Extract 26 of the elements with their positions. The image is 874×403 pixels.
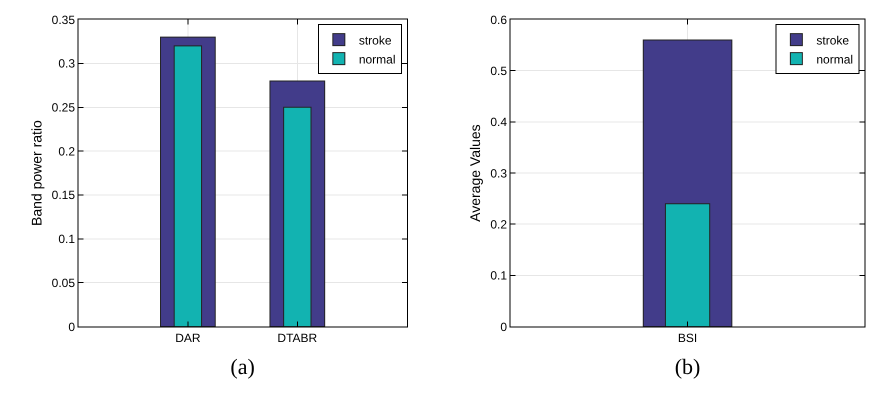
- y-tick-label: 0.05: [52, 276, 76, 290]
- y-tick-label: 0.2: [58, 144, 76, 158]
- y-tick-label: 0.5: [490, 64, 508, 78]
- y-tick-label: 0.2: [490, 217, 508, 232]
- legend-label: stroke: [358, 33, 392, 48]
- legend-label: stroke: [816, 33, 850, 48]
- y-tick-label: 0.1: [58, 232, 76, 246]
- x-tick-label: BSI: [678, 330, 698, 345]
- y-tick-label: 0.35: [52, 12, 76, 27]
- y-tick-label: 0.25: [52, 100, 76, 114]
- y-tick-label: 0.1: [490, 268, 508, 283]
- legend-label: normal: [358, 52, 396, 66]
- y-tick-label: 0.6: [490, 12, 508, 27]
- x-axis-title: (a): [230, 354, 255, 379]
- y-axis-title: Average Values: [466, 124, 483, 222]
- x-axis-title: (b): [674, 354, 700, 379]
- y-tick-label: 0: [500, 320, 508, 334]
- y-tick-label: 0: [68, 320, 76, 334]
- y-tick-label: 0.15: [52, 188, 76, 202]
- y-axis-title: Band power ratio: [28, 120, 44, 226]
- x-tick-label: DTABR: [277, 330, 318, 345]
- x-tick-label: DAR: [175, 330, 201, 345]
- legend-label: normal: [816, 52, 854, 66]
- y-tick-label: 0.3: [58, 56, 76, 71]
- y-tick-label: 0.4: [490, 115, 508, 130]
- y-tick-label: 0.3: [490, 166, 508, 180]
